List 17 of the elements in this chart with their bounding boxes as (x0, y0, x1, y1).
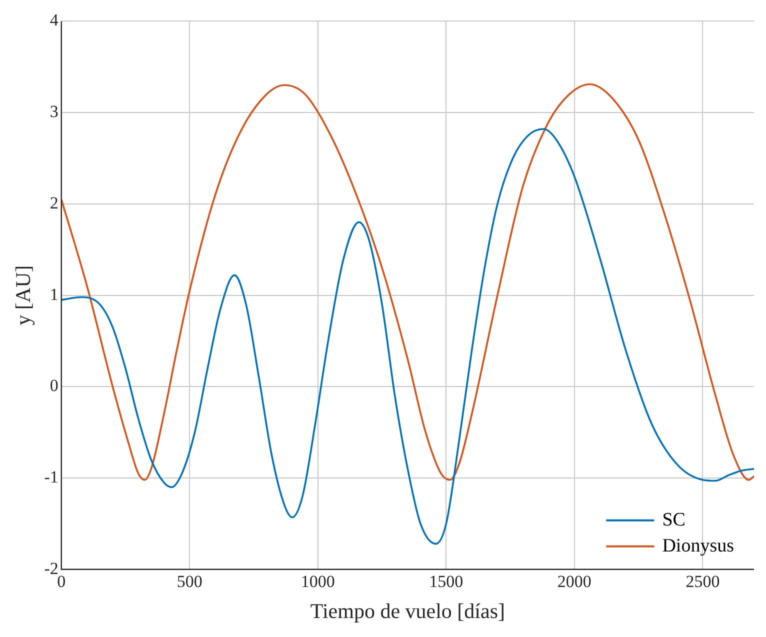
y-tick-label: 4 (50, 10, 59, 30)
y-tick-label: 1 (50, 284, 58, 304)
y-tick-label: -1 (44, 468, 58, 486)
legend-label: SC (662, 509, 686, 530)
x-axis-title: Tiempo de vuelo [días] (310, 598, 505, 623)
x-tick-label: 2000 (557, 572, 592, 592)
x-tick-label: 1500 (429, 572, 464, 592)
y-tick-label: 2 (50, 193, 58, 212)
y-tick-label: -2 (44, 558, 58, 578)
legend-label: Dionysus (662, 535, 734, 556)
x-tick-label: 500 (176, 572, 202, 592)
y-tick-label: 3 (50, 102, 58, 122)
x-tick-label: 2500 (686, 572, 720, 592)
x-tick-label: 1000 (300, 572, 335, 592)
y-tick-label: 0 (50, 376, 58, 396)
line-series (61, 83, 754, 481)
y-axis-title: y [AU] (11, 265, 36, 326)
